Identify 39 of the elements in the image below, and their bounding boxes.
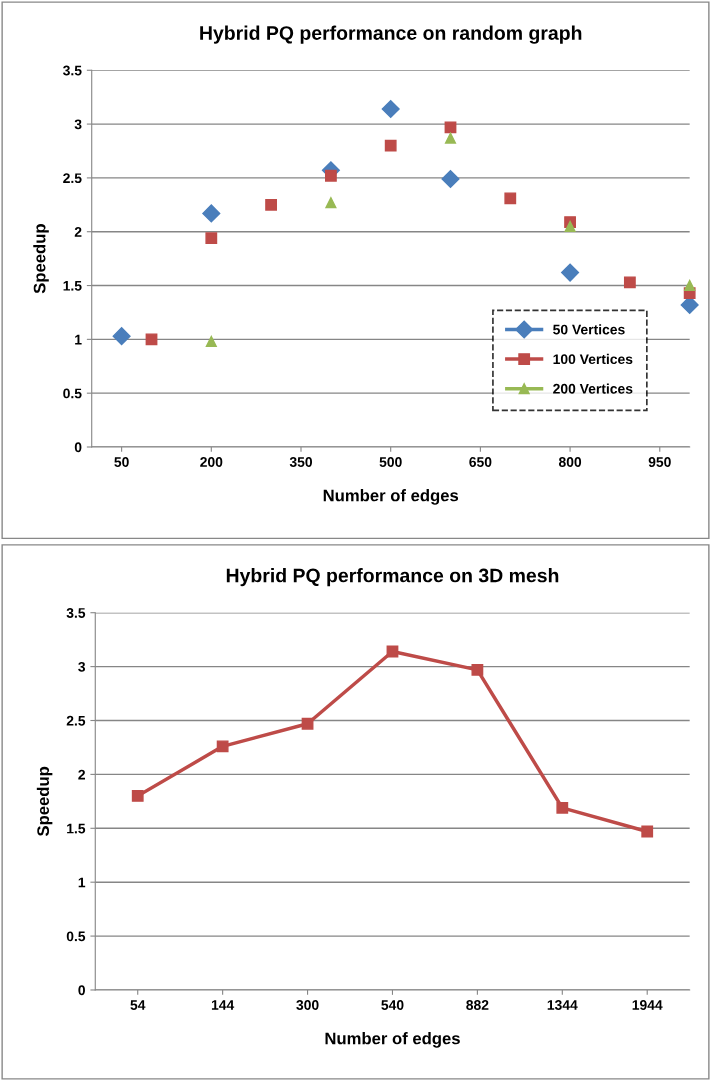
y-axis-title: Speedup bbox=[33, 224, 49, 294]
chart-title: Hybrid PQ performance on 3D mesh bbox=[226, 568, 559, 587]
y-tick-label: 0 bbox=[74, 442, 82, 453]
x-tick-label: 882 bbox=[466, 1000, 489, 1010]
y-tick-label: 0 bbox=[78, 985, 85, 996]
y-tick-label: 2.5 bbox=[66, 715, 86, 726]
y-tick-label: 0.5 bbox=[63, 388, 82, 399]
legend-label: 50 Vertices bbox=[553, 324, 625, 335]
y-tick-label: 1 bbox=[78, 877, 86, 888]
y-tick-label: 1.5 bbox=[63, 281, 82, 291]
x-tick-label: 1944 bbox=[632, 1000, 663, 1010]
x-tick-label: 50 bbox=[114, 457, 129, 467]
y-tick-label: 2 bbox=[78, 769, 85, 780]
y-tick-label: 3.5 bbox=[66, 608, 86, 618]
x-tick-label: 800 bbox=[558, 457, 582, 467]
y-axis-title: Speedup bbox=[36, 766, 53, 837]
x-axis-title: Number of edges bbox=[323, 489, 459, 505]
x-tick-label: 540 bbox=[381, 1000, 404, 1010]
y-tick-label: 1.5 bbox=[67, 823, 86, 834]
x-tick-label: 500 bbox=[379, 457, 402, 467]
x-tick-label: 200 bbox=[200, 457, 223, 467]
y-tick-label: 3 bbox=[74, 119, 82, 130]
y-tick-label: 3.5 bbox=[63, 65, 82, 76]
x-tick-label: 144 bbox=[211, 1000, 235, 1010]
y-tick-label: 0.5 bbox=[66, 931, 86, 942]
chart-title: Hybrid PQ performance on random graph bbox=[200, 25, 582, 44]
x-tick-label: 1344 bbox=[547, 1000, 578, 1010]
x-tick-label: 650 bbox=[469, 457, 492, 467]
y-tick-label: 1 bbox=[75, 334, 82, 345]
legend-label: 100 Vertices bbox=[553, 353, 633, 365]
y-tick-label: 3 bbox=[78, 661, 86, 672]
x-tick-label: 54 bbox=[130, 1000, 146, 1010]
x-axis-title: Number of edges bbox=[325, 1032, 460, 1048]
x-tick-label: 300 bbox=[296, 1000, 319, 1010]
y-tick-label: 2 bbox=[74, 227, 82, 237]
y-tick-label: 2.5 bbox=[63, 173, 82, 184]
x-tick-label: 950 bbox=[648, 457, 671, 467]
x-tick-label: 350 bbox=[289, 457, 313, 467]
legend-label: 200 Vertices bbox=[553, 383, 633, 394]
